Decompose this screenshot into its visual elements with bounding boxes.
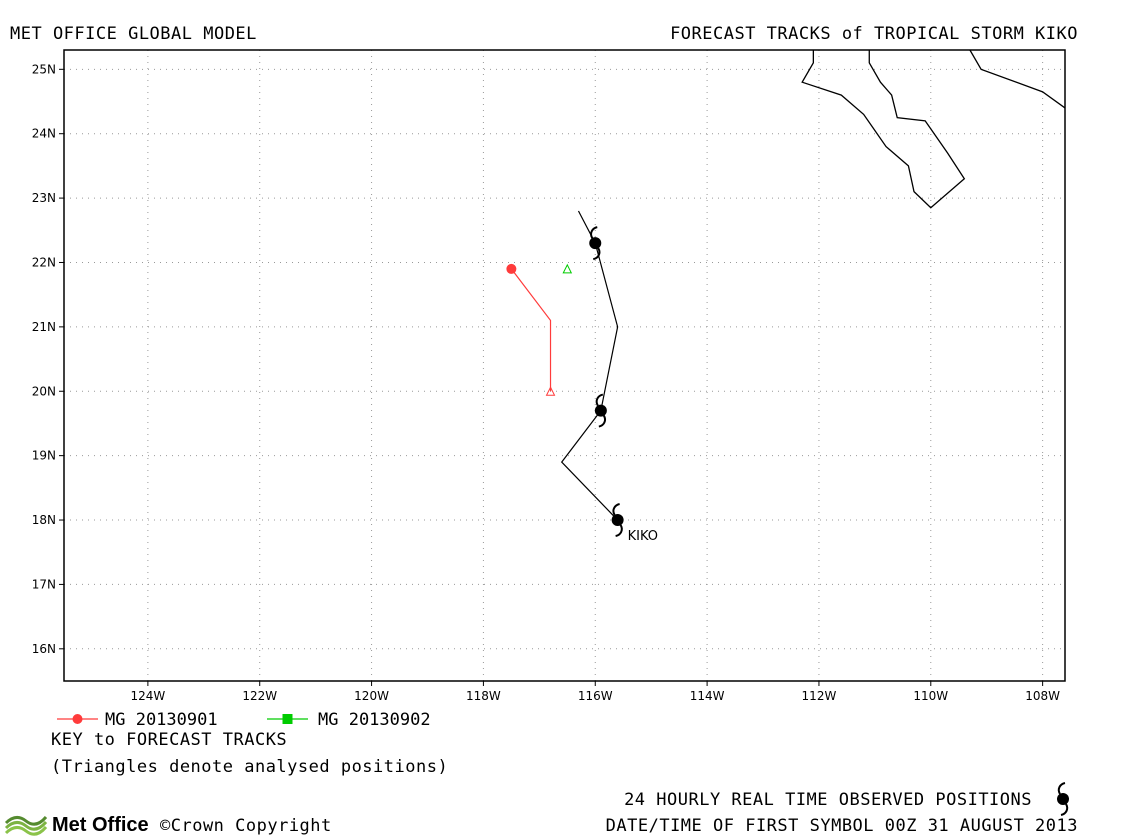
lon-tick-label: 114W [690,689,725,703]
hurricane-arm-upper [612,503,620,516]
lat-tick-label: 17N [32,577,56,591]
legend-note: (Triangles denote analysed positions) [51,757,449,777]
lat-tick-label: 23N [32,191,56,205]
lat-tick-label: 25N [32,62,56,76]
met-office-logo: Met Office [4,812,149,838]
plot-frame [63,49,1066,682]
model-title: MET OFFICE GLOBAL MODEL [10,24,257,44]
hurricane-symbol-icon [589,226,602,261]
hurricane-arm-upper [595,393,604,407]
analysed-position-triangle [545,386,556,396]
coastline [969,50,1065,109]
lon-tick-label: 122W [242,689,277,703]
hurricane-core [589,237,602,250]
legend-label: MG 20130902 [318,710,431,730]
legend-key-title: KEY to FORECAST TRACKS [51,730,288,750]
hurricane-arm-lower [598,415,607,428]
met-office-wave-icon [4,816,48,836]
hurricane-core [594,404,607,417]
hurricane-arm-lower [592,247,601,261]
lat-tick-label: 22N [32,255,56,269]
lat-tick-label: 21N [32,320,56,334]
lon-tick-label: 110W [913,689,948,703]
hurricane-symbol-icon [611,503,624,538]
copyright-text: ©Crown Copyright [160,816,332,836]
legend-circle-marker [72,714,83,724]
lon-tick-label: 118W [466,689,501,703]
met-office-logo-text: Met Office [52,813,149,836]
observed-positions-symbol-icon [1057,782,1069,816]
hurricane-arm-lower [615,524,623,538]
hurricane-symbol-icon [594,393,607,428]
forecast-start-marker [506,263,517,274]
lon-tick-label: 124W [130,689,165,703]
analysed-position-triangle [562,263,573,274]
legend-label: MG 20130901 [105,710,218,730]
hurricane-core [1057,793,1069,805]
lat-tick-label: 20N [32,384,56,398]
legend-square-marker [282,714,293,724]
coastline-group [801,50,1065,209]
lat-tick-label: 18N [32,513,56,527]
lon-tick-label: 108W [1025,689,1060,703]
observed-track-line [560,210,619,521]
lat-tick-label: 24N [32,127,56,141]
date-time-label: DATE/TIME OF FIRST SYMBOL 00Z 31 AUGUST … [605,816,1078,836]
hurricane-arm-upper [590,226,598,239]
lon-tick-label: 112W [802,689,837,703]
lat-tick-label: 16N [32,642,56,656]
hurricane-arm-upper [1057,782,1066,795]
hurricane-arm-lower [1060,803,1069,816]
forecast-track-line [510,268,552,392]
lon-tick-label: 120W [354,689,389,703]
lat-tick-label: 19N [32,449,56,463]
storm-title: FORECAST TRACKS of TROPICAL STORM KIKO [670,24,1078,44]
lon-tick-label: 116W [578,689,613,703]
hurricane-core [611,514,624,527]
storm-label: KIKO [628,529,658,544]
observed-positions-label: 24 HOURLY REAL TIME OBSERVED POSITIONS [624,790,1032,810]
coastline [801,50,966,209]
